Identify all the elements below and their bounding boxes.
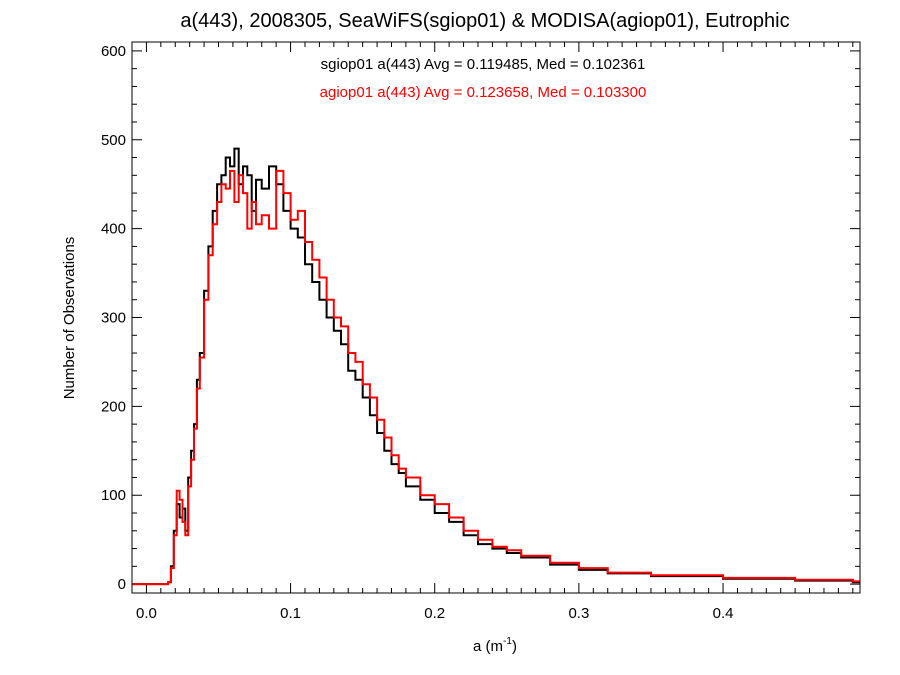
plot-frame: [131, 41, 861, 594]
x-tick-label: 0.4: [713, 605, 734, 622]
x-tick-label: 0.2: [424, 605, 445, 622]
x-axis-label-superscript: -1: [503, 636, 512, 647]
y-axis-label: Number of Observations: [61, 237, 78, 400]
series-1-line: [132, 147, 860, 586]
legend-entry-series-1: sgiop01 a(443) Avg = 0.119485, Med = 0.1…: [321, 56, 646, 73]
series-2-line: [132, 169, 860, 586]
series-layer: [132, 147, 860, 586]
y-tick-label: 200: [101, 398, 126, 415]
y-tick-label: 0: [118, 576, 126, 593]
y-tick-label: 500: [101, 132, 126, 149]
x-tick-label: 0.0: [136, 605, 157, 622]
chart-title: a(443), 2008305, SeaWiFS(sgiop01) & MODI…: [180, 10, 789, 32]
x-tick-label: 0.1: [280, 605, 301, 622]
y-axis-ticks: 0 100 200 300 400 500 600: [101, 43, 860, 593]
x-axis-label-base: a (m: [473, 638, 503, 655]
y-tick-label: 300: [101, 310, 126, 327]
x-axis-ticks: 0.0 0.1 0.2 0.3 0.4: [136, 42, 854, 622]
y-tick-label: 400: [101, 221, 126, 238]
x-tick-label: 0.3: [568, 605, 589, 622]
legend-entry-series-2: agiop01 a(443) Avg = 0.123658, Med = 0.1…: [320, 84, 647, 101]
y-tick-label: 600: [101, 43, 126, 60]
y-tick-label: 100: [101, 487, 126, 504]
x-axis-label: a (m-1): [473, 636, 517, 655]
x-axis-label-tail: ): [512, 638, 517, 655]
